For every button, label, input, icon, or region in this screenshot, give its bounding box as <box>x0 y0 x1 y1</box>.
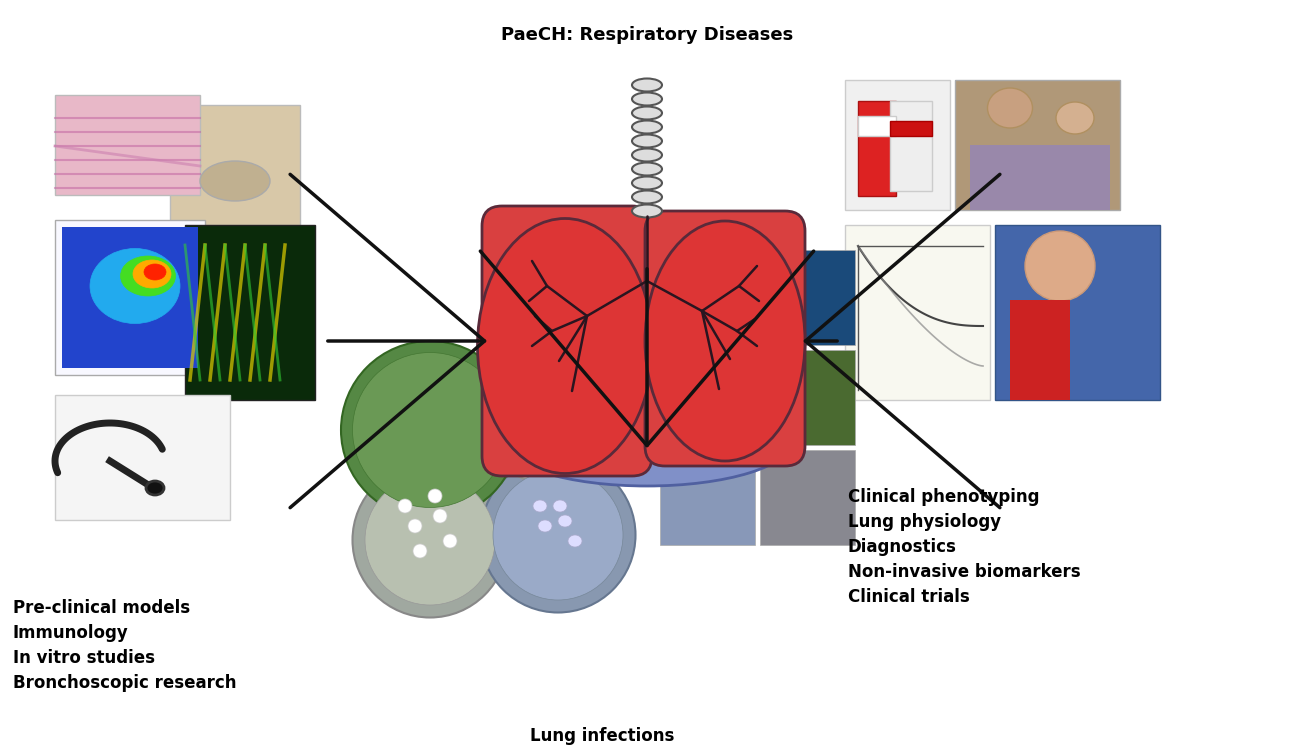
Ellipse shape <box>598 353 652 407</box>
Ellipse shape <box>631 92 663 106</box>
FancyBboxPatch shape <box>660 450 754 545</box>
FancyBboxPatch shape <box>62 227 198 368</box>
FancyBboxPatch shape <box>890 121 932 136</box>
FancyBboxPatch shape <box>760 250 855 345</box>
Ellipse shape <box>433 509 446 523</box>
FancyBboxPatch shape <box>858 101 895 196</box>
FancyBboxPatch shape <box>660 350 754 445</box>
Ellipse shape <box>589 344 661 416</box>
Ellipse shape <box>428 489 443 503</box>
Ellipse shape <box>631 79 663 91</box>
FancyBboxPatch shape <box>56 95 201 195</box>
FancyBboxPatch shape <box>185 225 314 400</box>
Ellipse shape <box>133 260 171 288</box>
Ellipse shape <box>1056 102 1093 134</box>
FancyBboxPatch shape <box>955 80 1121 210</box>
Ellipse shape <box>503 396 581 474</box>
Ellipse shape <box>494 388 590 482</box>
Ellipse shape <box>413 544 427 558</box>
Ellipse shape <box>502 396 792 486</box>
Ellipse shape <box>521 340 602 420</box>
FancyBboxPatch shape <box>970 145 1110 210</box>
Text: PaeCH: Respiratory Diseases: PaeCH: Respiratory Diseases <box>501 26 793 44</box>
Ellipse shape <box>399 499 411 513</box>
Ellipse shape <box>477 218 652 473</box>
Ellipse shape <box>631 205 663 218</box>
FancyBboxPatch shape <box>644 211 805 466</box>
Ellipse shape <box>120 256 176 296</box>
FancyBboxPatch shape <box>760 350 855 445</box>
Text: Clinical phenotyping
Lung physiology
Diagnostics
Non-invasive biomarkers
Clinica: Clinical phenotyping Lung physiology Dia… <box>848 488 1080 606</box>
Text: Lung infections: Lung infections <box>529 727 674 745</box>
Ellipse shape <box>631 191 663 203</box>
Ellipse shape <box>578 404 641 466</box>
Ellipse shape <box>1025 231 1095 301</box>
Ellipse shape <box>558 515 572 527</box>
Ellipse shape <box>408 519 422 533</box>
Ellipse shape <box>493 470 622 600</box>
FancyBboxPatch shape <box>760 450 855 545</box>
FancyBboxPatch shape <box>170 105 300 225</box>
FancyBboxPatch shape <box>858 116 895 136</box>
Ellipse shape <box>631 120 663 134</box>
FancyBboxPatch shape <box>995 225 1159 400</box>
Ellipse shape <box>342 341 519 519</box>
Ellipse shape <box>146 481 164 495</box>
FancyBboxPatch shape <box>56 220 204 375</box>
Ellipse shape <box>631 176 663 190</box>
Ellipse shape <box>533 500 547 512</box>
FancyBboxPatch shape <box>481 206 652 476</box>
Ellipse shape <box>201 161 270 201</box>
Ellipse shape <box>91 249 180 324</box>
Ellipse shape <box>631 135 663 147</box>
FancyBboxPatch shape <box>845 225 990 400</box>
FancyBboxPatch shape <box>845 80 950 210</box>
Ellipse shape <box>144 264 166 280</box>
Ellipse shape <box>352 352 507 507</box>
Ellipse shape <box>987 88 1033 128</box>
Ellipse shape <box>569 394 651 476</box>
Text: Pre-clinical models
Immunology
In vitro studies
Bronchoscopic research: Pre-clinical models Immunology In vitro … <box>13 599 237 692</box>
Ellipse shape <box>443 534 457 548</box>
Ellipse shape <box>538 520 553 532</box>
Ellipse shape <box>365 475 496 605</box>
Ellipse shape <box>644 221 805 461</box>
Ellipse shape <box>631 148 663 162</box>
Ellipse shape <box>352 463 507 618</box>
Ellipse shape <box>631 107 663 119</box>
FancyBboxPatch shape <box>660 250 754 345</box>
FancyBboxPatch shape <box>56 395 230 520</box>
FancyBboxPatch shape <box>1011 300 1070 400</box>
Ellipse shape <box>531 349 593 411</box>
Ellipse shape <box>568 535 582 547</box>
Ellipse shape <box>631 163 663 175</box>
Ellipse shape <box>480 457 635 612</box>
Ellipse shape <box>553 500 567 512</box>
FancyBboxPatch shape <box>890 101 932 191</box>
